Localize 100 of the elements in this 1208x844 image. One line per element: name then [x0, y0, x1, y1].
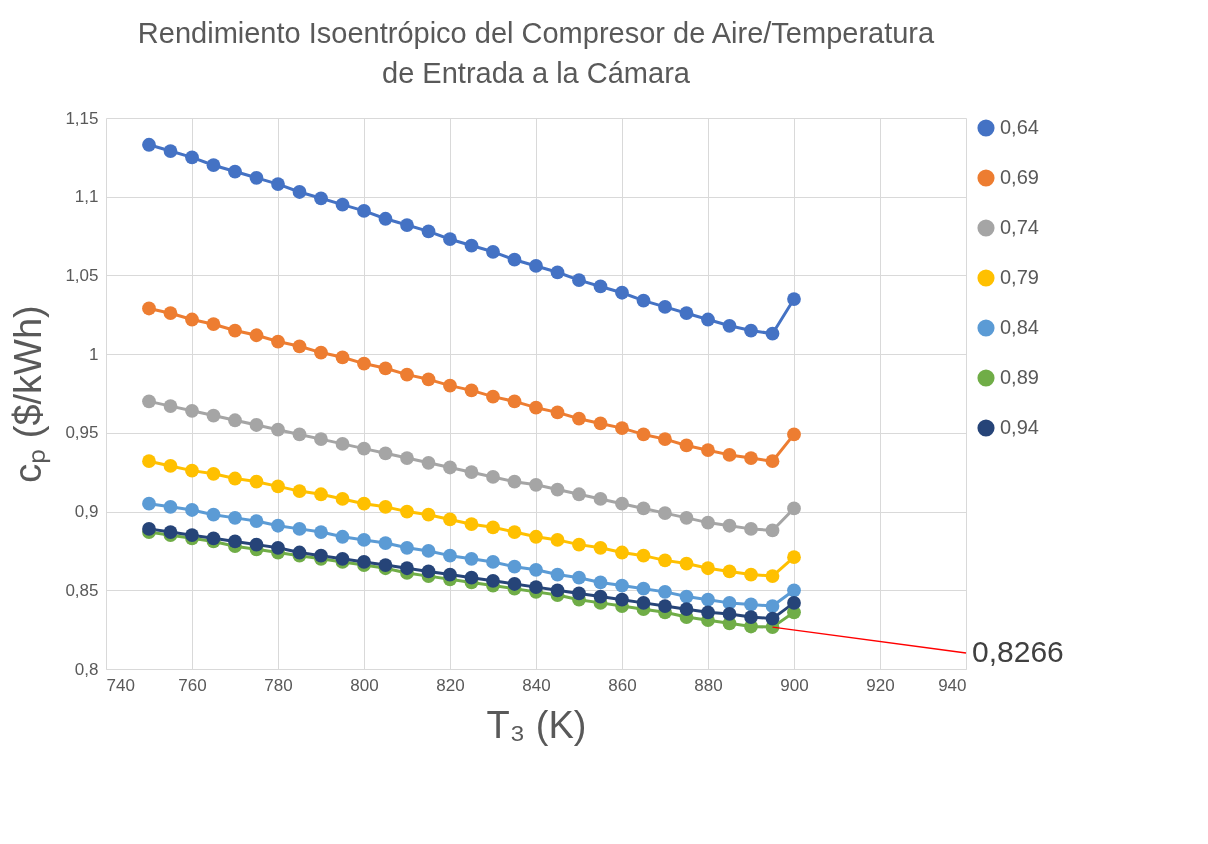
point [550, 405, 565, 420]
point [615, 285, 629, 300]
point [744, 451, 758, 465]
point [679, 510, 694, 525]
point [615, 421, 629, 436]
point [400, 561, 414, 576]
y-tick-label: 1,05 [65, 265, 99, 285]
point [378, 446, 393, 461]
point [507, 577, 522, 591]
point [421, 507, 436, 522]
x-tick-label: 760 [178, 675, 207, 695]
point [228, 323, 242, 338]
point [787, 550, 801, 565]
point [550, 265, 565, 280]
point [357, 496, 371, 511]
point [529, 562, 543, 577]
legend-label: 0,79 [1000, 266, 1039, 288]
point [464, 383, 479, 398]
point [507, 394, 522, 409]
point [335, 350, 350, 365]
point [572, 537, 586, 552]
point [550, 567, 565, 582]
y-tick-label: 1,1 [74, 187, 99, 207]
point [314, 432, 328, 447]
point [292, 339, 307, 354]
point [163, 459, 178, 473]
point [765, 326, 780, 341]
y-axis-title: cₚ ($/kWh) [7, 305, 52, 483]
point [443, 548, 457, 563]
point [787, 583, 801, 598]
point [507, 252, 522, 267]
point [271, 177, 285, 191]
point [443, 232, 457, 247]
point [593, 279, 608, 294]
point [550, 533, 565, 547]
point [206, 317, 221, 332]
x-tick-label: 940 [938, 675, 967, 695]
point [572, 570, 586, 585]
x-tick-label: 840 [522, 675, 551, 695]
point [636, 427, 651, 442]
point [636, 293, 651, 308]
point [744, 323, 758, 338]
point [744, 567, 758, 582]
point [271, 422, 285, 437]
point [314, 345, 328, 360]
point [744, 597, 758, 612]
point [249, 514, 264, 528]
point [335, 551, 350, 566]
point [378, 211, 393, 226]
point [163, 399, 178, 413]
point [249, 170, 264, 185]
point [421, 564, 436, 579]
point [507, 474, 522, 489]
point [228, 164, 242, 179]
point [572, 487, 586, 502]
point [163, 525, 178, 539]
point [701, 605, 715, 620]
point [292, 427, 307, 442]
point [722, 607, 737, 621]
point [292, 185, 307, 199]
point [249, 418, 264, 432]
point [486, 244, 500, 259]
x-tick-label: 740 [106, 675, 135, 695]
point [400, 218, 414, 232]
point [464, 517, 479, 532]
x-tick-label: 920 [866, 675, 895, 695]
point [787, 501, 801, 516]
point [722, 448, 737, 462]
point [701, 592, 715, 607]
point [335, 529, 350, 544]
point [185, 312, 199, 327]
point [400, 540, 414, 555]
point [593, 589, 608, 604]
point [400, 367, 414, 382]
x-tick-label: 780 [264, 675, 293, 695]
annotation: 0,8266 [972, 635, 1064, 668]
point [185, 463, 199, 478]
point [464, 570, 479, 585]
point [443, 460, 457, 475]
point [722, 518, 737, 533]
point [679, 602, 694, 617]
point [314, 525, 328, 539]
point [636, 581, 651, 596]
point [163, 499, 178, 514]
point [228, 534, 242, 549]
point [615, 592, 629, 607]
point [142, 496, 156, 511]
point [206, 507, 221, 522]
x-tick-label: 800 [350, 675, 379, 695]
point [787, 596, 801, 610]
point [378, 361, 393, 376]
point [163, 144, 178, 158]
x-tick-label: 880 [694, 675, 723, 695]
point [335, 437, 350, 451]
point [787, 427, 801, 442]
point [271, 479, 285, 494]
point [249, 328, 264, 343]
point [529, 400, 543, 415]
point [679, 589, 694, 604]
point [722, 564, 737, 579]
